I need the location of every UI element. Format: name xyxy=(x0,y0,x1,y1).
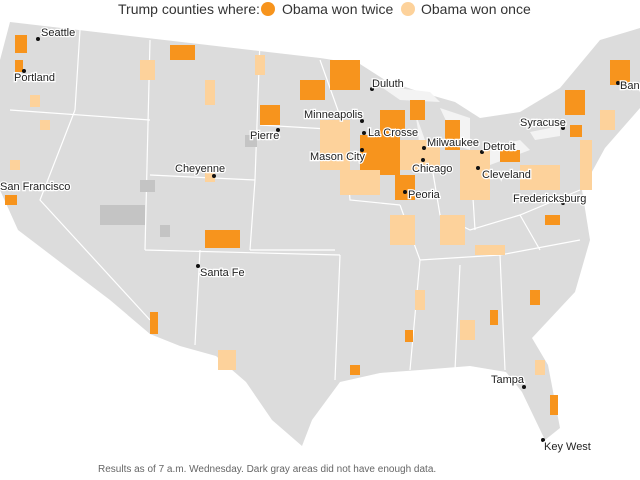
county-patch xyxy=(30,95,40,107)
county-patch xyxy=(400,140,440,170)
county-patch xyxy=(218,350,236,370)
us-land xyxy=(0,22,640,446)
city-label: Pierre xyxy=(250,130,279,142)
city-label: Cleveland xyxy=(482,169,531,181)
city-label: Bangor xyxy=(620,80,640,92)
city-label: La Crosse xyxy=(368,127,418,139)
county-patch xyxy=(500,150,520,162)
county-patch xyxy=(330,60,360,90)
county-patch xyxy=(600,110,615,130)
county-patch xyxy=(205,230,240,248)
county-patch xyxy=(410,100,425,120)
county-patch xyxy=(610,60,630,85)
legend-label: Obama won once xyxy=(421,1,531,17)
city-label: San Francisco xyxy=(0,181,70,193)
city-label: Portland xyxy=(14,72,55,84)
county-patch xyxy=(460,320,475,340)
county-patch xyxy=(260,105,280,125)
city-label: Seattle xyxy=(41,27,75,39)
city-label: Duluth xyxy=(372,78,404,90)
county-patch xyxy=(580,140,592,190)
city-label: Chicago xyxy=(412,163,452,175)
city-label: Santa Fe xyxy=(200,267,245,279)
county-patch xyxy=(440,215,465,245)
county-patch xyxy=(380,110,405,135)
city-label: Syracuse xyxy=(520,117,566,129)
legend-swatch xyxy=(261,2,275,16)
county-patch xyxy=(40,120,50,130)
county-patch xyxy=(570,125,582,137)
city-label: Minneapolis xyxy=(304,109,363,121)
county-patch xyxy=(205,80,215,105)
legend-title: Trump counties where: xyxy=(118,1,260,17)
county-patch xyxy=(205,170,215,182)
county-patch xyxy=(320,120,350,170)
city-label: Cheyenne xyxy=(175,163,225,175)
county-patch xyxy=(395,175,415,200)
legend-label: Obama won twice xyxy=(282,1,393,17)
city-label: Mason City xyxy=(310,151,366,163)
county-patch xyxy=(405,330,413,342)
no-data-areas xyxy=(100,135,257,237)
city-label: Tampa xyxy=(491,374,525,386)
city-labels: Seattle Portland San Francisco Pierre Ch… xyxy=(0,26,640,455)
county-patch xyxy=(10,160,20,170)
county-patch xyxy=(565,90,585,115)
footnote: Results as of 7 a.m. Wednesday. Dark gra… xyxy=(98,464,436,475)
county-patch xyxy=(460,150,490,200)
city-label: Detroit xyxy=(483,141,515,153)
county-patch xyxy=(140,60,155,80)
county-patch xyxy=(170,45,195,60)
county-patch xyxy=(520,165,560,190)
city-label: Milwaukee xyxy=(427,137,479,149)
county-patch xyxy=(550,395,558,415)
county-patch xyxy=(530,290,540,305)
county-patch xyxy=(445,120,460,150)
county-patch xyxy=(15,35,27,53)
county-patch xyxy=(340,170,380,195)
county-patch xyxy=(390,215,415,245)
county-patches xyxy=(5,35,630,415)
county-patch xyxy=(300,80,325,100)
county-patch xyxy=(150,312,158,334)
county-patch xyxy=(15,60,23,72)
city-dots xyxy=(2,37,620,442)
county-patch xyxy=(475,245,505,255)
city-label: Key West xyxy=(544,441,591,453)
county-patch xyxy=(490,310,498,325)
county-patch xyxy=(535,360,545,375)
county-patch xyxy=(545,215,560,225)
county-patch xyxy=(5,195,17,205)
city-label: Fredericksburg xyxy=(513,193,586,205)
state-borders xyxy=(9,29,581,381)
county-patch xyxy=(350,365,360,375)
city-label: Peoria xyxy=(408,189,441,201)
county-patch xyxy=(415,290,425,310)
legend-swatch xyxy=(401,2,415,16)
county-patch xyxy=(360,135,400,175)
county-patch xyxy=(255,55,265,75)
legend: Trump counties where: Obama won twice Ob… xyxy=(118,1,531,17)
